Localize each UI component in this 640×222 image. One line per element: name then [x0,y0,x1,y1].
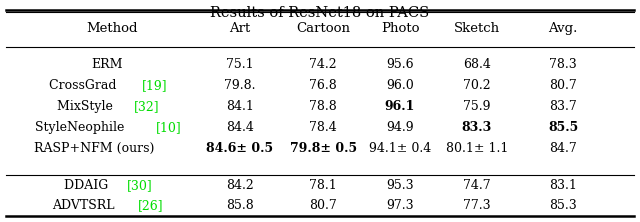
Text: 78.1: 78.1 [309,179,337,192]
Text: 74.7: 74.7 [463,179,491,192]
Text: 84.4: 84.4 [226,121,254,134]
Text: 75.9: 75.9 [463,100,490,113]
Text: [30]: [30] [127,179,152,192]
Text: Sketch: Sketch [454,22,500,35]
Text: 96.1: 96.1 [385,100,415,113]
Text: 68.4: 68.4 [463,58,491,71]
Text: 85.8: 85.8 [226,199,254,212]
Text: [19]: [19] [141,79,167,92]
Text: DDAIG: DDAIG [64,179,113,192]
Text: StyleNeophile: StyleNeophile [35,121,129,134]
Text: 85.5: 85.5 [548,121,579,134]
Text: 70.2: 70.2 [463,79,491,92]
Text: 76.8: 76.8 [309,79,337,92]
Text: [26]: [26] [138,199,164,212]
Text: 83.3: 83.3 [461,121,492,134]
Text: 96.0: 96.0 [386,79,414,92]
Text: RASP+NFM (ours): RASP+NFM (ours) [35,142,155,155]
Text: Cartoon: Cartoon [296,22,350,35]
Text: 94.9: 94.9 [386,121,414,134]
Text: 95.6: 95.6 [386,58,414,71]
Text: 74.2: 74.2 [309,58,337,71]
Text: 84.2: 84.2 [226,179,254,192]
Text: 85.3: 85.3 [549,199,577,212]
Text: 84.7: 84.7 [549,142,577,155]
Text: 95.3: 95.3 [386,179,414,192]
Text: 83.1: 83.1 [549,179,577,192]
Text: [10]: [10] [156,121,181,134]
Text: Art: Art [229,22,251,35]
Text: 84.1: 84.1 [226,100,254,113]
Text: ADVTSRL: ADVTSRL [52,199,119,212]
Text: 79.8± 0.5: 79.8± 0.5 [290,142,356,155]
Text: 77.3: 77.3 [463,199,491,212]
Text: 94.1± 0.4: 94.1± 0.4 [369,142,431,155]
Text: 78.8: 78.8 [309,100,337,113]
Text: 80.7: 80.7 [309,199,337,212]
Text: CrossGrad: CrossGrad [49,79,121,92]
Text: ERM: ERM [92,58,123,71]
Text: Method: Method [86,22,138,35]
Text: [32]: [32] [134,100,160,113]
Text: 97.3: 97.3 [386,199,414,212]
Text: 84.6± 0.5: 84.6± 0.5 [207,142,273,155]
Text: 83.7: 83.7 [549,100,577,113]
Text: Results of ResNet18 on PACS: Results of ResNet18 on PACS [211,6,429,20]
Text: 78.3: 78.3 [549,58,577,71]
Text: MixStyle: MixStyle [57,100,116,113]
Text: 80.7: 80.7 [549,79,577,92]
Text: Avg.: Avg. [548,22,578,35]
Text: 79.8.: 79.8. [224,79,256,92]
Text: 78.4: 78.4 [309,121,337,134]
Text: Photo: Photo [381,22,419,35]
Text: 75.1: 75.1 [226,58,254,71]
Text: 80.1± 1.1: 80.1± 1.1 [445,142,508,155]
